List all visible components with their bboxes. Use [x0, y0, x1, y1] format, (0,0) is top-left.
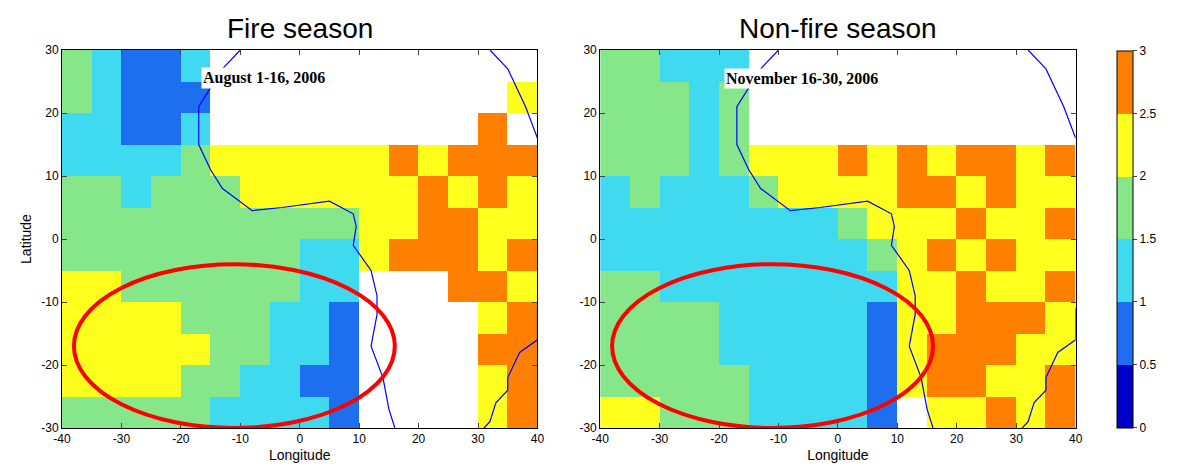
- svg-text:0: 0: [1139, 421, 1146, 435]
- svg-text:-20: -20: [172, 432, 190, 446]
- svg-text:Longitude: Longitude: [807, 447, 869, 463]
- svg-text:10: 10: [891, 432, 905, 446]
- svg-text:0.5: 0.5: [1139, 358, 1156, 372]
- svg-text:40: 40: [1069, 432, 1083, 446]
- svg-text:August 1-16, 2006: August 1-16, 2006: [203, 69, 325, 87]
- svg-text:3: 3: [1139, 44, 1146, 58]
- svg-text:10: 10: [583, 169, 597, 183]
- svg-text:0: 0: [835, 432, 842, 446]
- svg-text:Latitude: Latitude: [18, 214, 34, 264]
- svg-text:Non-fire season: Non-fire season: [739, 13, 937, 44]
- svg-text:10: 10: [352, 432, 366, 446]
- svg-text:30: 30: [583, 43, 597, 57]
- svg-text:30: 30: [471, 432, 485, 446]
- svg-text:-30: -30: [651, 432, 669, 446]
- svg-text:30: 30: [45, 43, 59, 57]
- svg-text:0: 0: [590, 232, 597, 246]
- svg-text:-10: -10: [579, 295, 597, 309]
- svg-text:Fire season: Fire season: [227, 13, 373, 44]
- svg-text:November 16-30, 2006: November 16-30, 2006: [726, 70, 878, 87]
- svg-text:0: 0: [296, 432, 303, 446]
- svg-text:30: 30: [1010, 432, 1024, 446]
- svg-text:10: 10: [45, 169, 59, 183]
- svg-text:40: 40: [531, 432, 545, 446]
- svg-text:-20: -20: [710, 432, 728, 446]
- svg-text:-10: -10: [41, 295, 59, 309]
- svg-text:-20: -20: [41, 358, 59, 372]
- svg-text:2.5: 2.5: [1139, 107, 1156, 121]
- svg-text:-30: -30: [579, 421, 597, 435]
- svg-text:1.5: 1.5: [1139, 232, 1156, 246]
- svg-text:-40: -40: [592, 432, 610, 446]
- svg-text:Longitude: Longitude: [269, 447, 331, 463]
- svg-text:-30: -30: [113, 432, 131, 446]
- svg-text:-40: -40: [53, 432, 71, 446]
- svg-text:20: 20: [950, 432, 964, 446]
- svg-text:20: 20: [45, 106, 59, 120]
- svg-text:0: 0: [52, 232, 59, 246]
- svg-text:20: 20: [583, 106, 597, 120]
- svg-text:1: 1: [1139, 295, 1146, 309]
- svg-text:-10: -10: [232, 432, 250, 446]
- svg-text:-10: -10: [770, 432, 788, 446]
- svg-text:2: 2: [1139, 169, 1146, 183]
- svg-text:-20: -20: [579, 358, 597, 372]
- svg-text:20: 20: [412, 432, 426, 446]
- svg-text:-30: -30: [41, 421, 59, 435]
